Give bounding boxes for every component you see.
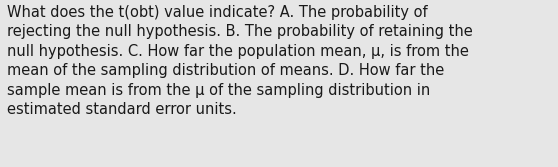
Text: rejecting the null hypothesis. B. The probability of retaining the: rejecting the null hypothesis. B. The pr…: [7, 24, 473, 39]
Text: estimated standard error units.: estimated standard error units.: [7, 102, 237, 117]
Text: mean of the sampling distribution of means. D. How far the: mean of the sampling distribution of mea…: [7, 63, 445, 78]
Text: What does the t(obt) value indicate? A. The probability of: What does the t(obt) value indicate? A. …: [7, 5, 428, 20]
Text: sample mean is from the μ of the sampling distribution in: sample mean is from the μ of the samplin…: [7, 83, 431, 98]
Text: null hypothesis. C. How far the population mean, μ, is from the: null hypothesis. C. How far the populati…: [7, 44, 469, 59]
